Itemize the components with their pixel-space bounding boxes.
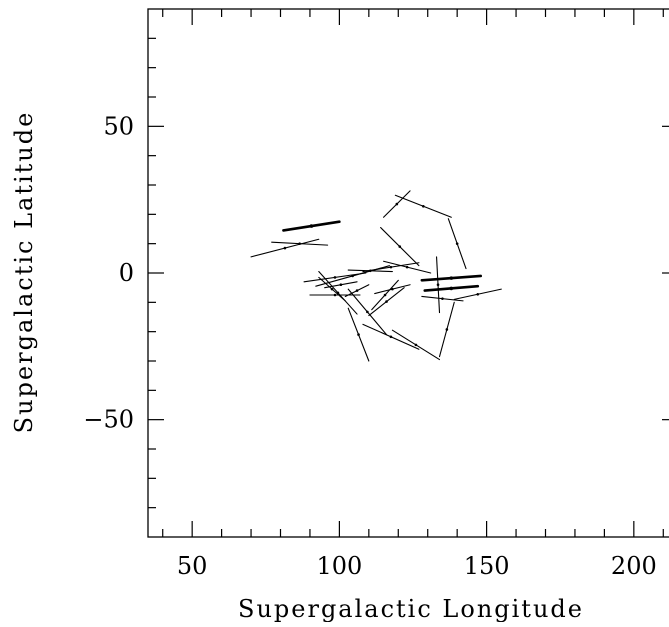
segment-center-point <box>455 242 459 245</box>
segment-center-point <box>383 293 387 297</box>
x-axis-label: Supergalactic Longitude <box>238 595 584 622</box>
segment-center-point <box>391 287 394 291</box>
segment-center-point <box>283 246 287 250</box>
segment-center-point <box>385 300 388 303</box>
segment-center-point <box>298 242 301 245</box>
segment-center-point <box>395 202 399 206</box>
plot-frame <box>147 8 669 538</box>
axis-ticks <box>148 9 669 537</box>
y-axis-label: Supergalactic Latitude <box>10 111 38 434</box>
segment-center-point <box>449 276 454 280</box>
segment-center-point <box>389 335 393 339</box>
segment-center-point <box>445 328 449 331</box>
y-tick-label: −50 <box>83 406 134 434</box>
segment-center-point <box>441 297 444 300</box>
segment-center-point <box>355 289 359 292</box>
data-segments <box>250 190 502 362</box>
segment-center-point <box>389 265 393 269</box>
segment-center-point <box>366 310 369 314</box>
segment-center-point <box>422 204 425 208</box>
segment-center-point <box>330 287 334 291</box>
segment-center-point <box>398 245 402 248</box>
tick-labels: 50 100 150 200 −50 0 50 <box>83 112 656 580</box>
x-tick-label: 150 <box>464 552 510 580</box>
segment-center-point <box>414 343 418 347</box>
x-tick-label: 50 <box>177 552 208 580</box>
segment-center-point <box>436 283 440 287</box>
y-tick-label: 0 <box>119 259 134 287</box>
segment-center-point <box>351 274 354 278</box>
segment-center-point <box>449 286 454 291</box>
segment-center-point <box>405 265 409 269</box>
segment-center-point <box>357 333 360 336</box>
segment-center-point <box>333 276 337 279</box>
x-tick-label: 100 <box>316 552 362 580</box>
segment-center-point <box>339 283 343 287</box>
y-tick-label: 50 <box>103 112 134 140</box>
x-tick-label: 200 <box>611 552 657 580</box>
segment-center-point <box>333 293 337 297</box>
segment-center-point <box>476 292 480 296</box>
segment-center-point <box>309 224 314 228</box>
